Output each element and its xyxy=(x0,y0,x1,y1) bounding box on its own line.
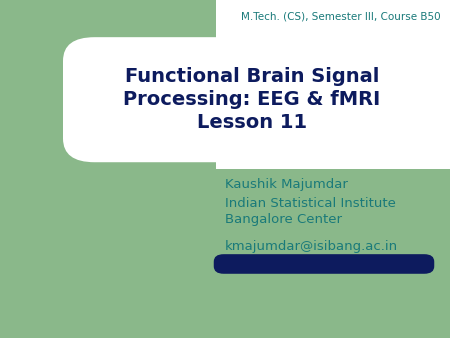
Text: kmajumdar@isibang.ac.in: kmajumdar@isibang.ac.in xyxy=(225,240,398,252)
Bar xyxy=(216,169,450,338)
Text: Kaushik Majumdar: Kaushik Majumdar xyxy=(225,178,348,191)
FancyBboxPatch shape xyxy=(214,254,434,274)
Bar xyxy=(0,0,216,338)
Text: Indian Statistical Institute
Bangalore Center: Indian Statistical Institute Bangalore C… xyxy=(225,197,396,226)
FancyBboxPatch shape xyxy=(63,37,441,162)
Text: Functional Brain Signal
Processing: EEG & fMRI
Lesson 11: Functional Brain Signal Processing: EEG … xyxy=(123,68,381,132)
Text: M.Tech. (CS), Semester III, Course B50: M.Tech. (CS), Semester III, Course B50 xyxy=(241,12,441,22)
